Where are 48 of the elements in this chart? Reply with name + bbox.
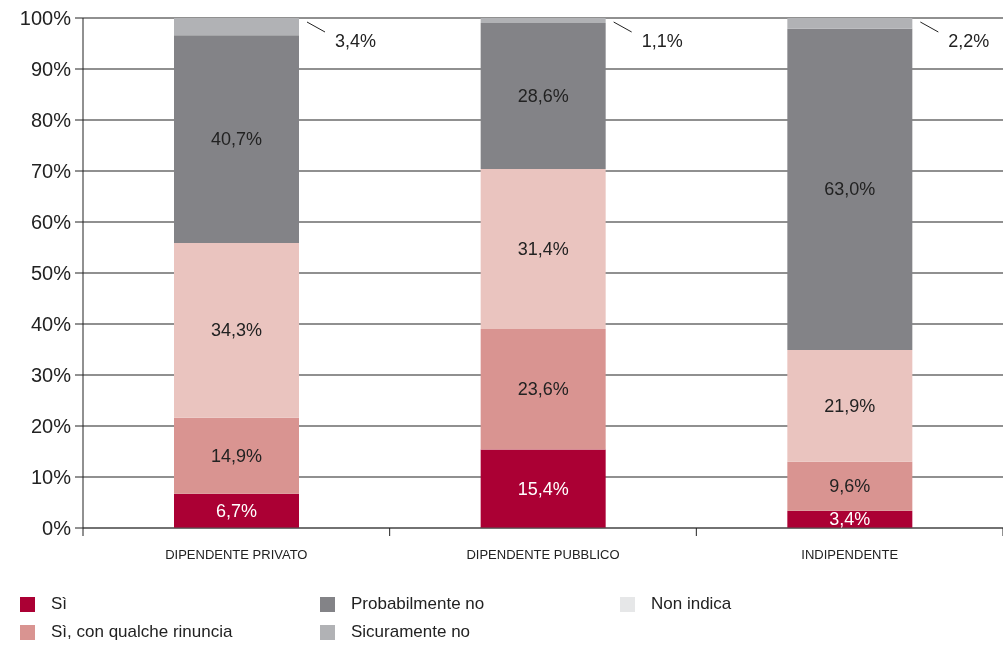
data-label: 63,0% [824, 179, 876, 200]
data-label: 34,3% [210, 320, 263, 341]
y-tick-label: 10% [30, 466, 72, 489]
y-tick-label: 70% [30, 160, 72, 183]
bar [480, 23, 606, 169]
data-label: 3,4% [829, 509, 871, 530]
bar [174, 417, 299, 494]
bar [480, 18, 606, 24]
bar [174, 18, 299, 36]
y-tick-label: 80% [30, 109, 72, 132]
bar [480, 329, 606, 450]
y-tick-label: 50% [30, 262, 72, 285]
y-tick-label: 30% [30, 364, 72, 387]
bar [174, 242, 299, 418]
data-label: 2,2% [948, 31, 990, 51]
data-label: 31,4% [517, 239, 569, 260]
y-tick-label: 0% [42, 517, 72, 540]
y-tick-label: 20% [30, 415, 72, 438]
data-label: 40,7% [210, 129, 263, 150]
data-label: 3,4% [335, 31, 377, 51]
x-tick-label: DIPENDENTE PUBBLICO [466, 546, 620, 562]
legend-label: Probabilmente no [351, 594, 485, 614]
bar [174, 493, 299, 528]
y-tick-label: 90% [30, 58, 72, 81]
bar [480, 449, 606, 528]
legend-label: Sì, con qualche rinuncia [51, 622, 233, 642]
data-label: 28,6% [517, 86, 569, 107]
legend-label: Sicuramente no [351, 622, 471, 642]
data-label: 9,6% [829, 476, 871, 497]
y-tick-label: 40% [30, 313, 72, 336]
data-label: 1,1% [641, 31, 683, 51]
x-tick-label: DIPENDENTE PRIVATO [165, 546, 308, 562]
legend-label: Sì [51, 594, 68, 614]
x-tick-label: INDIPENDENTE [801, 546, 899, 562]
data-label: 15,4% [517, 478, 569, 499]
bar [174, 35, 299, 243]
data-label: 23,6% [517, 379, 569, 400]
data-label: 14,9% [210, 445, 263, 466]
data-label: 21,9% [824, 395, 876, 416]
data-label: 6,7% [215, 500, 258, 521]
bar [787, 350, 913, 462]
legend-label: Non indica [651, 594, 732, 614]
y-tick-label: 100% [19, 7, 72, 30]
bar [787, 28, 913, 351]
y-tick-label: 60% [30, 211, 72, 234]
bar [787, 18, 913, 29]
bar [480, 168, 606, 330]
bar [787, 461, 913, 511]
